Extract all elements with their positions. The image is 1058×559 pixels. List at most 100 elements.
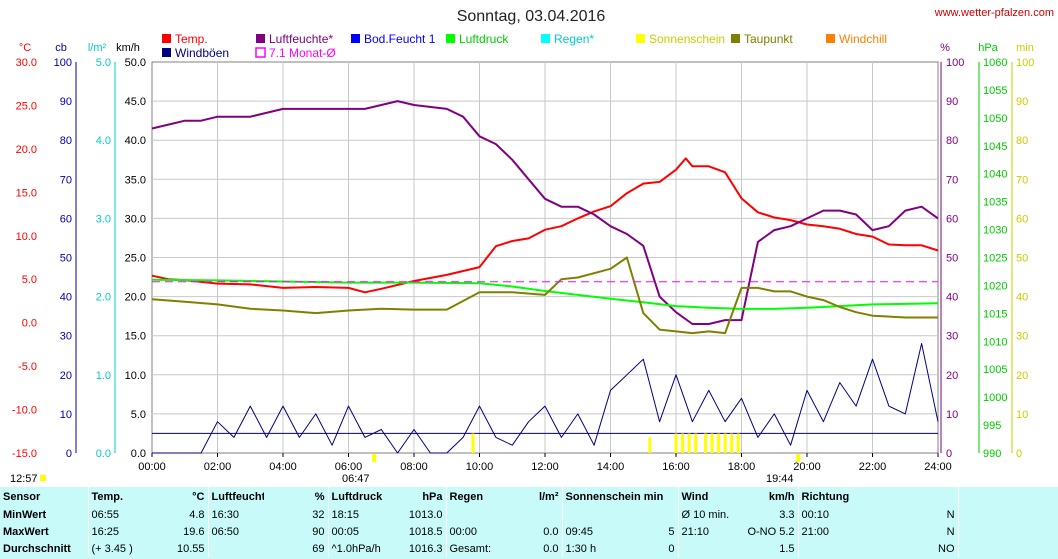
sun-axis-tick: 60 — [1016, 213, 1028, 225]
sunshine-bar — [710, 433, 714, 453]
statistics-table: Sensor Temp. °C Luftfeuchte % Luftdruck … — [0, 487, 1058, 557]
stats-header-rain-unit: l/m² — [538, 490, 559, 503]
temp-axis-tick: -5.0 — [18, 361, 37, 373]
stats-cell — [561, 506, 628, 523]
stats-cell: Ø 10 min. — [677, 506, 739, 523]
cb-axis-tick: 50 — [60, 253, 72, 265]
stats-cell: 32 — [312, 508, 325, 521]
legend: Temp. Luftfeuchte* Bod.Feucht 1 Luftdruck Re… — [162, 32, 887, 60]
stats-header-temp-unit: °C — [192, 490, 205, 503]
left-axes: 30.0 25.0 20.0 15.0 10.0 5.0 0.0 -5.0 -10.0 -15.0… — [12, 57, 1013, 460]
stats-row-label: Durchschnitt — [3, 542, 71, 555]
wind-axis-tick: 15.0 — [125, 331, 146, 343]
x-tick-label: 06:00 — [335, 461, 363, 473]
stats-header-temp: Temp. — [87, 487, 142, 506]
sunshine-bar — [687, 433, 691, 453]
daylight-duration: 12:57 — [10, 473, 38, 485]
cb-axis-tick: 70 — [60, 174, 72, 186]
sunset-marker — [796, 454, 801, 462]
stats-row-min: MinWert 06:55 4.8 16:30 32 18:15 1013.0 … — [0, 506, 1058, 523]
temp-axis-tick: -10.0 — [12, 405, 37, 417]
stats-cell: 1013.0 — [408, 508, 443, 521]
stats-cell: 21:00 — [797, 523, 879, 540]
stats-header-row: Sensor Temp. °C Luftfeuchte % Luftdruck … — [0, 487, 1058, 506]
weather-chart: Sonntag, 03.04.2016 www.wetter-pfalzen.c… — [10, 7, 1054, 485]
axis-units: °C cb l/m² km/h% hPa min — [19, 42, 1034, 54]
sunshine-bar — [723, 433, 727, 453]
pressure-axis-tick: 995 — [983, 420, 1001, 432]
humidity-axis-unit: % — [940, 42, 950, 54]
x-tick-label: 24:00 — [924, 461, 952, 473]
pressure-axis-tick: 1040 — [983, 169, 1007, 181]
stats-header-humidity: Luftfeuchte — [207, 487, 264, 506]
temp-axis-tick: 0.0 — [22, 318, 37, 330]
rain-axis-tick: 5.0 — [96, 57, 111, 69]
wind-axis-tick: 35.0 — [125, 174, 146, 186]
stats-cell: 5 — [668, 525, 675, 538]
sun-axis-tick: 100 — [1016, 57, 1034, 69]
humidity-axis-tick: 60 — [946, 213, 958, 225]
rain-axis-tick: 0.0 — [96, 448, 111, 460]
sunshine-bar — [730, 433, 734, 453]
sunshine-bar — [471, 433, 475, 453]
stats-cell: N — [946, 508, 955, 521]
right-axes: 1009080706050403020100106010551050104510… — [946, 57, 1034, 460]
pressure-axis-tick: 1050 — [983, 113, 1007, 125]
pressure-axis-tick: 990 — [983, 448, 1001, 460]
sun-axis-tick: 50 — [1016, 253, 1028, 265]
statistics-panel: Sensor Temp. °C Luftfeuchte % Luftdruck … — [0, 487, 1058, 559]
humidity-axis-tick: 90 — [946, 96, 958, 108]
sun-axis-tick: 80 — [1016, 135, 1028, 147]
humidity-axis-tick: 40 — [946, 292, 958, 304]
legend-label: Bod.Feucht 1 — [364, 32, 436, 46]
sun-axis-tick: 90 — [1016, 96, 1028, 108]
pressure-axis-tick: 1055 — [983, 85, 1007, 97]
legend-swatch — [162, 48, 171, 57]
wind-axis-tick: 40.0 — [125, 135, 146, 147]
sun-times: 12:57 06:47 19:44 — [10, 454, 801, 485]
stats-cell: 69 — [312, 542, 325, 555]
sunshine-bar — [717, 433, 721, 453]
legend-label: Temp. — [175, 32, 208, 46]
humidity-axis-tick: 50 — [946, 253, 958, 265]
wind-axis-tick: 45.0 — [125, 96, 146, 108]
stats-cell: 0.0 — [543, 525, 559, 538]
site-url[interactable]: www.wetter-pfalzen.com — [934, 7, 1054, 19]
sun-axis-tick: 70 — [1016, 174, 1028, 186]
x-tick-label: 02:00 — [204, 461, 232, 473]
temp-axis-tick: 25.0 — [16, 100, 37, 112]
temp-axis-tick: 30.0 — [16, 57, 37, 69]
series-line-temp — [151, 157, 939, 294]
stats-header-pressure: Luftdruck — [327, 487, 392, 506]
rain-axis-unit: l/m² — [88, 42, 107, 54]
stats-cell: 21:10 — [677, 523, 739, 540]
stats-header-wind-unit: km/h — [768, 490, 795, 503]
legend-swatch — [636, 34, 645, 43]
stats-cell: 90 — [312, 525, 325, 538]
stats-cell: ^1.0hPa/h — [327, 540, 392, 557]
stats-header-sensor: Sensor — [3, 490, 41, 503]
pressure-axis-tick: 1045 — [983, 141, 1007, 153]
humidity-axis-tick: 20 — [946, 370, 958, 382]
stats-cell — [207, 540, 264, 557]
humidity-axis-tick: 100 — [946, 57, 964, 69]
cb-axis-tick: 10 — [60, 409, 72, 421]
wind-axis-tick: 30.0 — [125, 213, 146, 225]
pressure-axis-tick: 1005 — [983, 364, 1007, 376]
stats-cell-end — [957, 506, 1058, 523]
legend-label: Windböen — [175, 46, 229, 60]
pressure-axis-tick: 1000 — [983, 392, 1007, 404]
legend-swatch — [731, 34, 740, 43]
cb-axis-tick: 60 — [60, 213, 72, 225]
stats-header-wind: Wind — [677, 487, 739, 506]
stats-cell: 00:00 — [445, 523, 504, 540]
cb-axis-tick: 0 — [66, 448, 72, 460]
stats-cell: 06:55 — [87, 506, 142, 523]
wind-axis-tick: 20.0 — [125, 292, 146, 304]
stats-cell: 16:30 — [207, 506, 264, 523]
sunrise-time: 06:47 — [342, 473, 370, 485]
series-line-luftfeuchte — [151, 100, 939, 325]
stats-cell: N — [946, 525, 955, 538]
stats-header-direction: Richtung — [797, 487, 879, 506]
humidity-axis-tick: 0 — [946, 448, 952, 460]
